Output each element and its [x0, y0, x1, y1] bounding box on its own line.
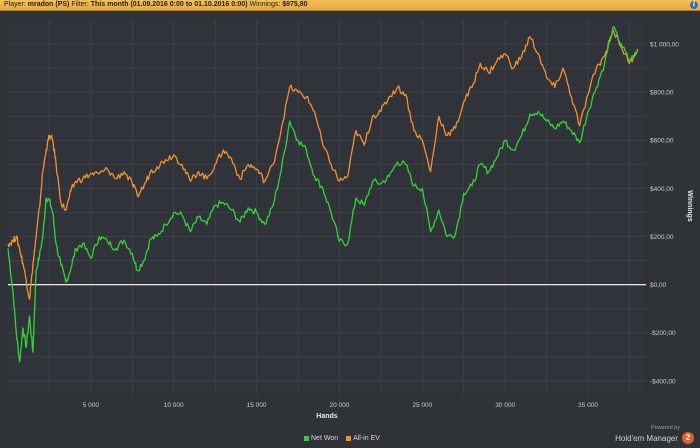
y-tick-label: -$400,00: [650, 378, 676, 385]
x-tick-label: 5 000: [83, 402, 100, 409]
y-tick-label: $200,00: [650, 234, 674, 241]
x-tick-label: 30 000: [495, 402, 515, 409]
plot-area: [8, 20, 646, 393]
series-lines: [7, 26, 639, 363]
winnings-label: Winnings:: [249, 1, 281, 8]
chart-legend: Net Won All-in EV: [304, 435, 386, 442]
legend-swatch-allin-ev: [346, 435, 352, 441]
powered-by: Powered by: [650, 425, 680, 431]
hem2-logo-icon: 2: [682, 432, 694, 444]
filter-value: This month (01.09.2016 0:00 to 01.10.201…: [90, 1, 248, 8]
x-tick-label: 20 000: [329, 402, 349, 409]
series-line-net-won: [7, 26, 639, 363]
legend-label-allin-ev: All-in EV: [353, 435, 380, 442]
y-tick-label: $1 000,00: [650, 41, 679, 48]
legend-item-net-won[interactable]: Net Won: [304, 435, 338, 442]
grid: [8, 20, 646, 393]
filter-label: Filter:: [71, 1, 89, 8]
x-tick-label: 35 000: [578, 402, 598, 409]
brand-name: Hold'em Manager: [615, 434, 678, 443]
y-tick-label: $600,00: [650, 138, 674, 145]
winnings-value: $975,80: [282, 1, 308, 8]
legend-item-allin-ev[interactable]: All-in EV: [346, 435, 380, 442]
legend-swatch-net-won: [304, 435, 309, 441]
x-tick-label: 15 000: [247, 402, 267, 409]
player-label: Player:: [4, 1, 26, 8]
y-tick-label: -$200,00: [650, 330, 676, 337]
y-axis-title: Winnings: [686, 190, 693, 222]
x-tick-label: 10 000: [164, 402, 184, 409]
legend-label-net-won: Net Won: [311, 435, 339, 442]
x-axis-title: Hands: [316, 413, 338, 420]
info-icon[interactable]: i: [690, 1, 698, 9]
y-axis-ticks: $1 000,00 $800,00 $600,00 $400,00 $200,00 $0,…: [650, 41, 679, 385]
y-tick-label: $400,00: [650, 186, 674, 193]
y-tick-label: $800,00: [650, 89, 674, 96]
y-tick-label: $0,00: [650, 282, 667, 289]
header-bar: Player: mradon (PS) Filter: This month (…: [0, 0, 700, 11]
series-line-allin-ev: [7, 28, 639, 300]
player-value: mradon (PS): [27, 1, 70, 8]
x-tick-label: 25 000: [412, 402, 432, 409]
x-axis-ticks: 5 000 10 000 15 000 20 000 25 000 30 000 35 00…: [83, 402, 599, 409]
